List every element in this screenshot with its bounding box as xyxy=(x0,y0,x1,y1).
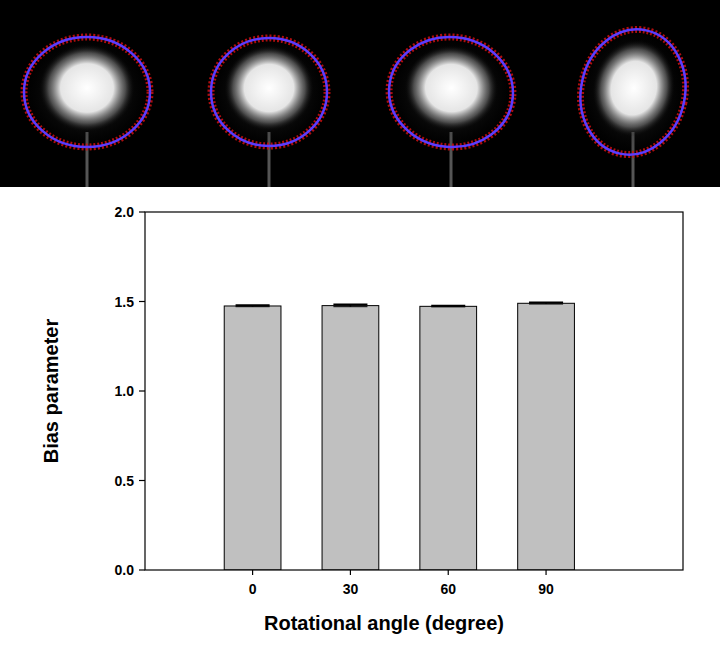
halo xyxy=(205,32,333,152)
x-tick-label: 90 xyxy=(538,581,554,597)
error-bar xyxy=(333,305,367,307)
error-cap xyxy=(529,302,563,304)
halo xyxy=(383,31,519,153)
y-tick-label: 0.0 xyxy=(115,562,135,578)
y-tick xyxy=(139,569,145,570)
strip-background xyxy=(0,0,720,187)
red-ring xyxy=(211,38,327,146)
halo xyxy=(18,31,156,153)
error-cap xyxy=(333,306,367,307)
error-cap xyxy=(236,306,270,307)
bar xyxy=(420,306,477,570)
error-bar xyxy=(529,303,563,304)
red-ring xyxy=(384,32,517,152)
red-ring xyxy=(24,37,150,147)
y-tick xyxy=(139,480,145,481)
fit-ellipse xyxy=(24,37,150,147)
bar xyxy=(322,306,379,570)
error-bar xyxy=(431,306,465,307)
y-tick xyxy=(139,211,145,212)
y-tick-label: 1.5 xyxy=(115,294,135,310)
error-cap xyxy=(529,304,563,305)
spot xyxy=(39,44,135,132)
x-tick-label: 60 xyxy=(440,581,456,597)
red-ring xyxy=(569,20,697,165)
plot-frame xyxy=(145,212,683,570)
y-tick-label: 1.0 xyxy=(115,383,135,399)
x-tick xyxy=(350,570,351,575)
error-bar xyxy=(236,305,270,306)
bar xyxy=(518,303,575,570)
spot xyxy=(401,41,502,135)
x-tick-label: 30 xyxy=(343,581,359,597)
spot-image xyxy=(205,32,333,187)
x-tick xyxy=(545,570,546,575)
y-axis-title: Bias parameter xyxy=(40,319,62,464)
error-cap xyxy=(333,304,367,306)
x-axis-title: Rotational angle (degree) xyxy=(264,612,504,634)
x-tick xyxy=(252,570,253,575)
error-cap xyxy=(236,304,270,306)
spot-image xyxy=(569,20,697,187)
fit-ellipse xyxy=(569,20,697,165)
error-cap xyxy=(431,305,465,307)
fit-ellipse xyxy=(211,38,327,146)
image-strip xyxy=(0,0,720,187)
spot-image xyxy=(18,31,156,187)
fit-ellipse xyxy=(384,32,517,152)
error-cap xyxy=(431,306,465,307)
y-tick xyxy=(139,301,145,302)
figure: 0.0 0.5 1.0 1.5 2.0 0 30 60 90 Rotational angle (… xyxy=(0,0,720,648)
y-tick-label: 2.0 xyxy=(115,204,135,220)
spot-image xyxy=(383,31,519,187)
x-tick-label: 0 xyxy=(249,581,257,597)
plot-marks xyxy=(224,303,574,570)
y-tick-label: 0.5 xyxy=(115,473,135,489)
bar xyxy=(224,306,281,570)
x-tick xyxy=(448,570,449,575)
spot xyxy=(224,45,314,131)
y-tick xyxy=(139,390,145,391)
